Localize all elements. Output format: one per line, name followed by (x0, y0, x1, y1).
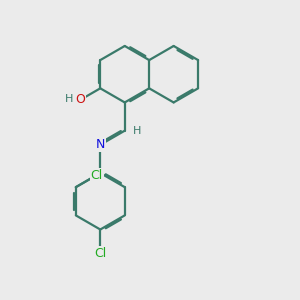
Text: Cl: Cl (91, 169, 103, 182)
Text: O: O (75, 93, 85, 106)
Text: N: N (96, 138, 105, 151)
Text: H: H (132, 126, 141, 136)
Text: H: H (65, 94, 73, 104)
Text: Cl: Cl (94, 247, 106, 260)
